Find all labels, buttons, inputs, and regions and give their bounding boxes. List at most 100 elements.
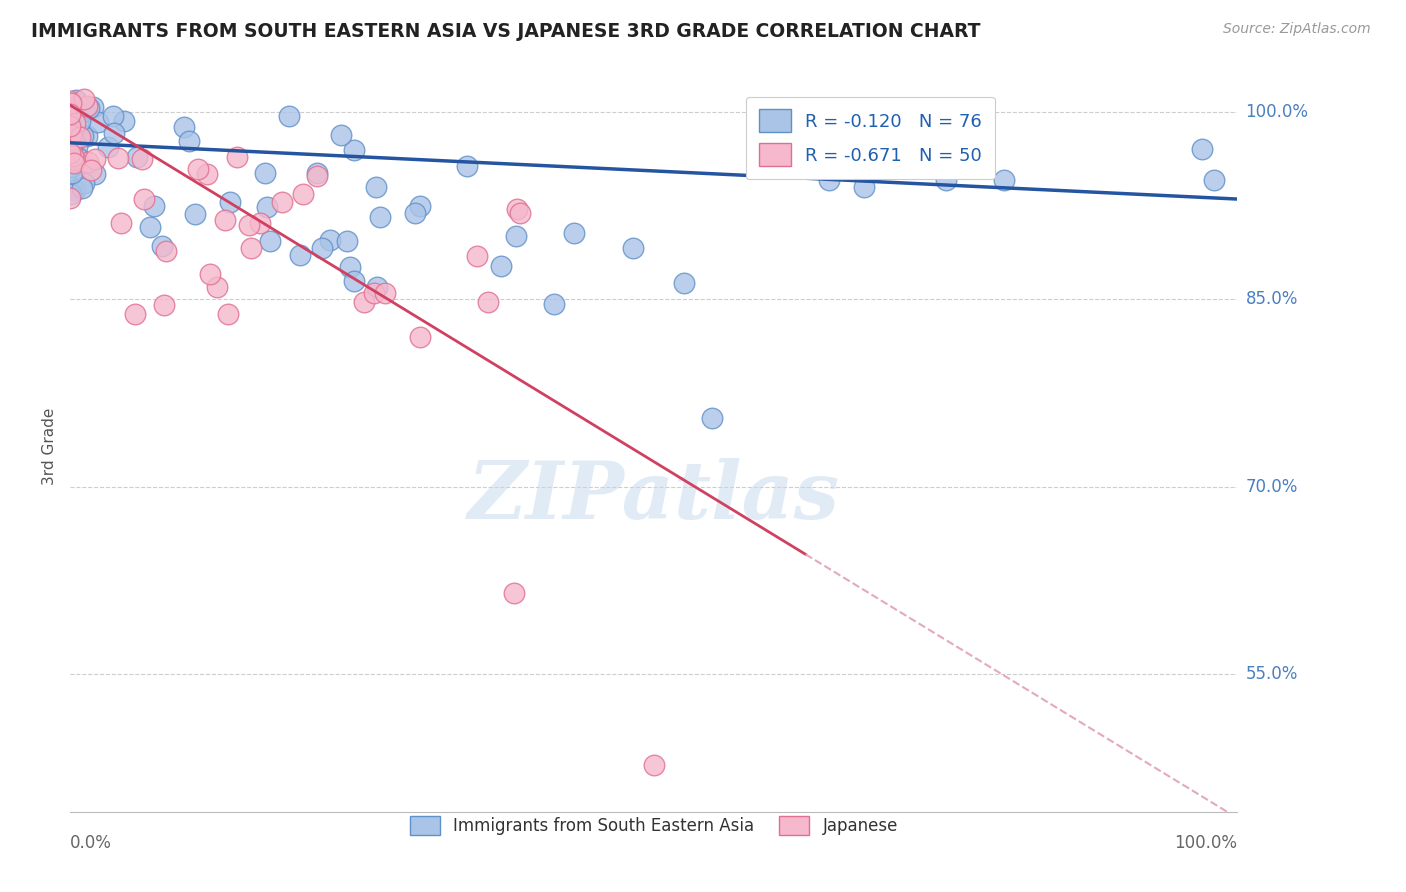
Point xyxy=(256,200,278,214)
Point xyxy=(456,159,478,173)
Point xyxy=(110,216,132,230)
Point xyxy=(465,249,488,263)
Point xyxy=(409,199,432,213)
Point xyxy=(65,153,87,167)
Point xyxy=(73,92,96,106)
Point xyxy=(155,244,177,258)
Point xyxy=(65,93,87,107)
Point xyxy=(150,239,173,253)
Point xyxy=(59,97,82,112)
Point xyxy=(240,241,263,255)
Point xyxy=(63,121,86,136)
Point xyxy=(76,98,98,112)
Point xyxy=(336,234,359,248)
Point xyxy=(249,215,271,229)
Point xyxy=(59,180,82,194)
Point xyxy=(173,120,195,135)
Text: 0.0%: 0.0% xyxy=(70,834,112,852)
Point xyxy=(152,298,174,312)
Point xyxy=(852,179,875,194)
Point xyxy=(200,267,222,281)
Point xyxy=(66,140,89,154)
Point xyxy=(702,410,724,425)
Point xyxy=(87,114,110,128)
Text: IMMIGRANTS FROM SOUTH EASTERN ASIA VS JAPANESE 3RD GRADE CORRELATION CHART: IMMIGRANTS FROM SOUTH EASTERN ASIA VS JA… xyxy=(31,22,980,41)
Point xyxy=(65,150,87,164)
Point xyxy=(73,103,96,118)
Text: 100.0%: 100.0% xyxy=(1174,834,1237,852)
Point xyxy=(59,160,82,174)
Point xyxy=(59,144,82,158)
Point xyxy=(84,153,107,167)
Point xyxy=(62,132,84,146)
Point xyxy=(543,297,565,311)
Point xyxy=(107,151,129,165)
Point xyxy=(311,241,333,255)
Point xyxy=(502,586,524,600)
Text: 85.0%: 85.0% xyxy=(1246,290,1298,308)
Point xyxy=(226,150,249,164)
Point xyxy=(69,114,91,128)
Point xyxy=(134,192,156,206)
Point xyxy=(59,135,82,149)
Point xyxy=(993,173,1015,187)
Point xyxy=(363,285,385,300)
Point xyxy=(259,234,281,248)
Point xyxy=(63,118,86,132)
Point xyxy=(643,758,665,772)
Point xyxy=(934,173,956,187)
Legend: Immigrants from South Eastern Asia, Japanese: Immigrants from South Eastern Asia, Japa… xyxy=(401,807,907,844)
Point xyxy=(59,146,82,161)
Point xyxy=(59,191,82,205)
Point xyxy=(131,152,153,166)
Point xyxy=(70,181,93,195)
Point xyxy=(77,154,100,169)
Point xyxy=(73,176,96,190)
Point xyxy=(59,94,82,108)
Point xyxy=(506,202,529,216)
Point xyxy=(60,141,83,155)
Point xyxy=(59,107,82,121)
Point xyxy=(278,109,301,123)
Point xyxy=(60,186,83,201)
Text: 55.0%: 55.0% xyxy=(1246,665,1298,683)
Point xyxy=(195,168,218,182)
Point xyxy=(124,308,146,322)
Point xyxy=(491,259,513,273)
Point xyxy=(59,95,82,109)
Point xyxy=(60,139,83,153)
Point xyxy=(60,97,83,112)
Point xyxy=(477,295,499,310)
Point xyxy=(339,260,361,275)
Point xyxy=(84,168,107,182)
Point xyxy=(254,165,277,179)
Point xyxy=(67,150,90,164)
Point xyxy=(79,162,101,177)
Point xyxy=(112,114,135,128)
Point xyxy=(621,241,644,255)
Point xyxy=(62,149,84,163)
Point xyxy=(82,100,104,114)
Point xyxy=(65,95,87,109)
Text: 70.0%: 70.0% xyxy=(1246,477,1298,496)
Point xyxy=(60,128,83,143)
Point xyxy=(305,169,328,183)
Point xyxy=(214,213,236,227)
Point xyxy=(103,127,125,141)
Point xyxy=(72,129,94,144)
Point xyxy=(59,149,82,163)
Point xyxy=(818,173,841,187)
Point xyxy=(343,274,366,288)
Point xyxy=(63,156,86,170)
Point xyxy=(404,206,426,220)
Point xyxy=(217,307,239,321)
Point xyxy=(59,95,82,110)
Point xyxy=(238,218,260,232)
Point xyxy=(673,276,696,290)
Point xyxy=(505,228,527,243)
Point xyxy=(63,116,86,130)
Point xyxy=(343,143,366,157)
Point xyxy=(142,199,165,213)
Point xyxy=(139,219,162,234)
Point xyxy=(77,102,100,116)
